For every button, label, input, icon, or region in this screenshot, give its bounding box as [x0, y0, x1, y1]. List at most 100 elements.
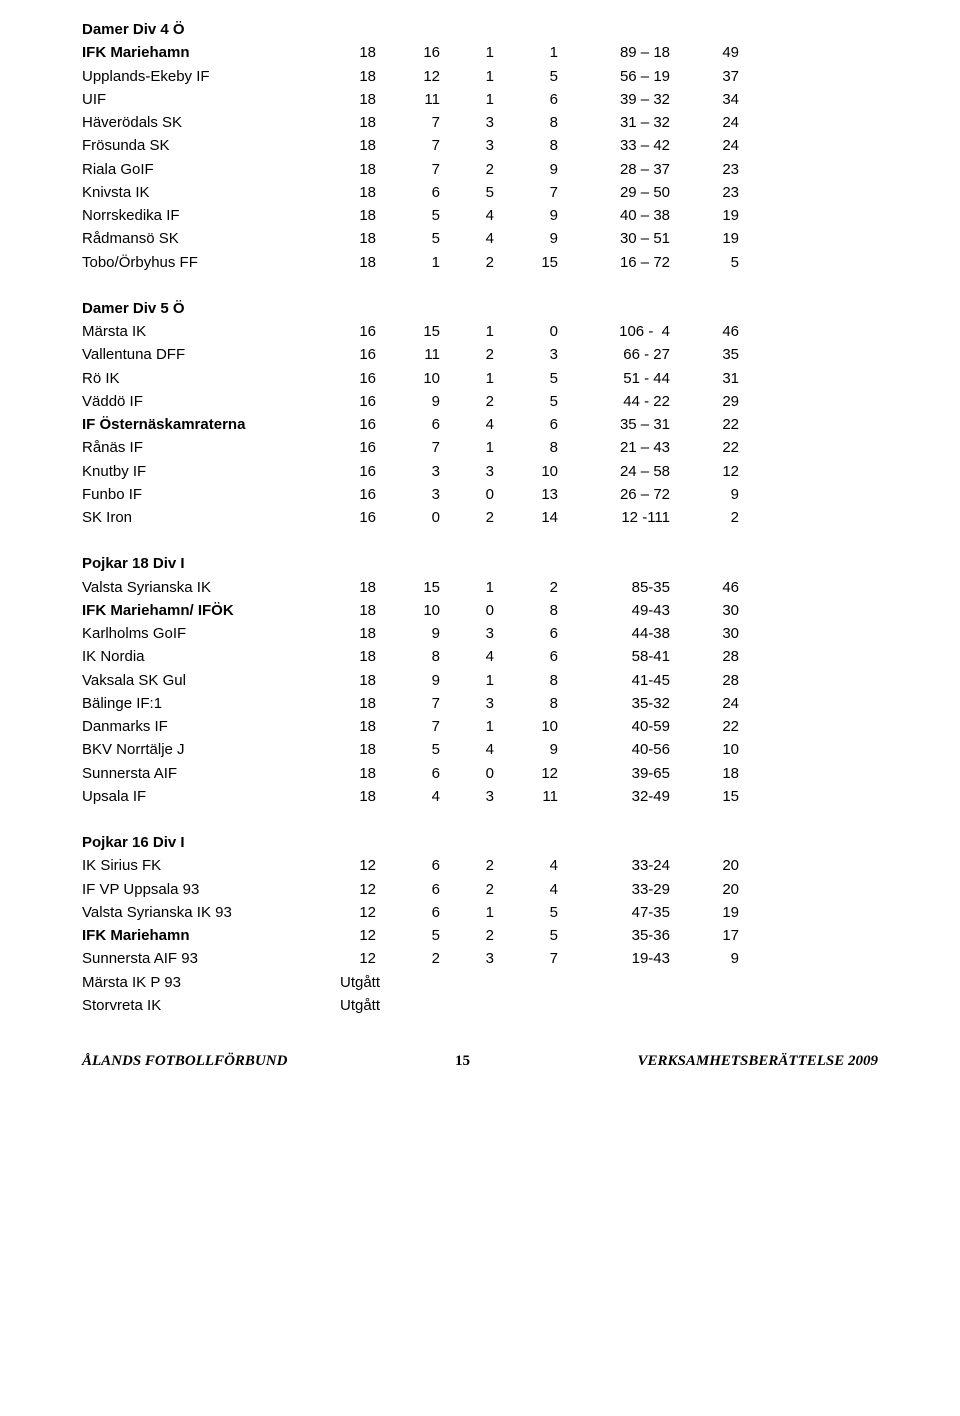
cell-c2: 2 — [376, 947, 440, 970]
cell-c6: 24 — [670, 692, 739, 715]
cell-c6: 49 — [670, 41, 739, 64]
cell-c1: 16 — [312, 436, 376, 459]
cell-c5: 21 – 43 — [558, 436, 670, 459]
cell-c1: 18 — [312, 762, 376, 785]
cell-c2: 5 — [376, 738, 440, 761]
cell-c1: 18 — [312, 251, 376, 274]
footer: ÅLANDS FOTBOLLFÖRBUND 15 VERKSAMHETSBERÄ… — [82, 1053, 878, 1070]
cell-c1: 12 — [312, 947, 376, 970]
standings-content: Damer Div 4 ÖIFK Mariehamn18161189 – 184… — [82, 18, 878, 1017]
cell-c2: 8 — [376, 645, 440, 668]
cell-c4: 9 — [494, 227, 558, 250]
cell-c4: 6 — [494, 645, 558, 668]
cell-c4: 13 — [494, 483, 558, 506]
cell-c3: 4 — [440, 204, 494, 227]
cell-c1: 18 — [312, 645, 376, 668]
cell-c5: 35 – 31 — [558, 413, 670, 436]
cell-c4: 8 — [494, 436, 558, 459]
team-name: Rånäs IF — [82, 436, 312, 459]
team-name: Rådmansö SK — [82, 227, 312, 250]
cell-c3: 1 — [440, 715, 494, 738]
cell-c3: 3 — [440, 134, 494, 157]
cell-c4: 5 — [494, 367, 558, 390]
cell-c1: 16 — [312, 413, 376, 436]
team-name: Tobo/Örbyhus FF — [82, 251, 312, 274]
cell-c5: 31 – 32 — [558, 111, 670, 134]
team-name: Upplands-Ekeby IF — [82, 65, 312, 88]
cell-c4: 4 — [494, 878, 558, 901]
cell-c2: 9 — [376, 622, 440, 645]
cell-c5: 85-35 — [558, 576, 670, 599]
cell-c1: 18 — [312, 181, 376, 204]
table-row: Knutby IF16331024 – 5812 — [82, 460, 878, 483]
cell-c2: 15 — [376, 320, 440, 343]
cell-c2: 11 — [376, 88, 440, 111]
section-title: Pojkar 18 Div I — [82, 552, 878, 575]
standings-table: IFK Mariehamn18161189 – 1849Upplands-Eke… — [82, 41, 878, 274]
team-name: Karlholms GoIF — [82, 622, 312, 645]
row-note: Utgått — [312, 994, 380, 1017]
cell-c5: 12 -111 — [558, 506, 670, 529]
cell-c3: 1 — [440, 367, 494, 390]
cell-c3: 2 — [440, 854, 494, 877]
cell-c6: 2 — [670, 506, 739, 529]
team-name: IFK Mariehamn/ IFÖK — [82, 599, 312, 622]
cell-c3: 2 — [440, 878, 494, 901]
cell-c2: 7 — [376, 715, 440, 738]
cell-c3: 0 — [440, 483, 494, 506]
table-row: Tobo/Örbyhus FF18121516 – 725 — [82, 251, 878, 274]
cell-c2: 15 — [376, 576, 440, 599]
cell-c3: 1 — [440, 576, 494, 599]
cell-c5: 29 – 50 — [558, 181, 670, 204]
cell-c6: 31 — [670, 367, 739, 390]
section-title: Damer Div 4 Ö — [82, 18, 878, 41]
cell-c2: 16 — [376, 41, 440, 64]
table-row: Rådmansö SK1854930 – 5119 — [82, 227, 878, 250]
cell-c2: 10 — [376, 367, 440, 390]
cell-c5: 89 – 18 — [558, 41, 670, 64]
table-row: Valsta Syrianska IK18151285-3546 — [82, 576, 878, 599]
cell-c5: 44 - 22 — [558, 390, 670, 413]
team-name: IF VP Uppsala 93 — [82, 878, 312, 901]
team-name: Norrskedika IF — [82, 204, 312, 227]
cell-c4: 5 — [494, 924, 558, 947]
cell-c4: 3 — [494, 343, 558, 366]
cell-c5: 58-41 — [558, 645, 670, 668]
cell-c5: 40-59 — [558, 715, 670, 738]
cell-c4: 8 — [494, 692, 558, 715]
cell-c5: 28 – 37 — [558, 158, 670, 181]
cell-c4: 6 — [494, 88, 558, 111]
table-row: BKV Norrtälje J1854940-5610 — [82, 738, 878, 761]
team-name: Danmarks IF — [82, 715, 312, 738]
team-name: Knutby IF — [82, 460, 312, 483]
table-row: Sunnersta AIF 931223719-439 — [82, 947, 878, 970]
table-row: Rö IK16101551 - 4431 — [82, 367, 878, 390]
cell-c2: 9 — [376, 390, 440, 413]
cell-c6: 19 — [670, 204, 739, 227]
cell-c5: 32-49 — [558, 785, 670, 808]
cell-c3: 2 — [440, 924, 494, 947]
cell-c2: 5 — [376, 924, 440, 947]
cell-c3: 1 — [440, 436, 494, 459]
cell-c2: 7 — [376, 692, 440, 715]
standings-table: IK Sirius FK1262433-2420IF VP Uppsala 93… — [82, 854, 878, 1017]
cell-c6: 20 — [670, 854, 739, 877]
team-name: Valsta Syrianska IK 93 — [82, 901, 312, 924]
team-name: Väddö IF — [82, 390, 312, 413]
cell-c6: 18 — [670, 762, 739, 785]
cell-c3: 1 — [440, 88, 494, 111]
cell-c1: 18 — [312, 227, 376, 250]
cell-c6: 24 — [670, 111, 739, 134]
cell-c4: 12 — [494, 762, 558, 785]
cell-c6: 24 — [670, 134, 739, 157]
cell-c1: 18 — [312, 599, 376, 622]
cell-c2: 11 — [376, 343, 440, 366]
cell-c3: 3 — [440, 460, 494, 483]
cell-c5: 33-24 — [558, 854, 670, 877]
footer-page-number: 15 — [455, 1053, 470, 1070]
cell-c1: 18 — [312, 669, 376, 692]
cell-c1: 12 — [312, 924, 376, 947]
cell-c2: 10 — [376, 599, 440, 622]
cell-c1: 18 — [312, 65, 376, 88]
cell-c2: 6 — [376, 413, 440, 436]
